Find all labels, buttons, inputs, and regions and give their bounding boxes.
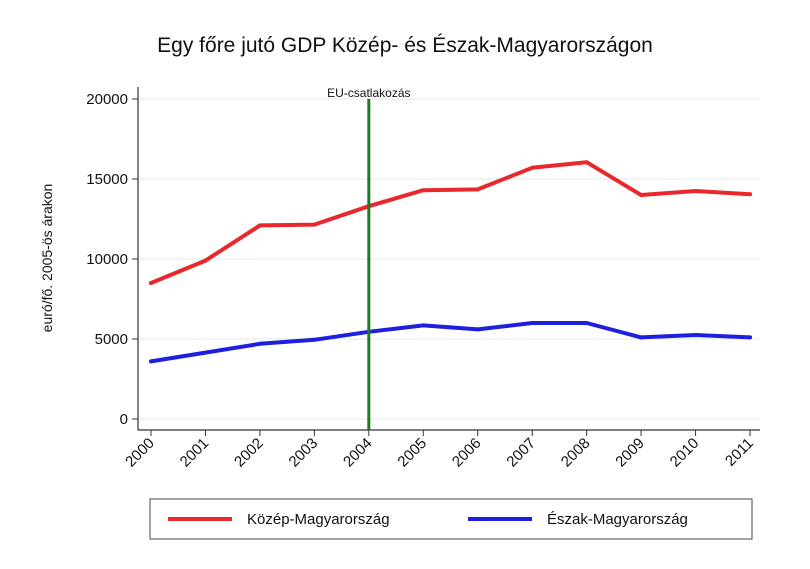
legend-box (149, 498, 753, 540)
y-axis-label: euró/fő. 2005-ös árakon (39, 184, 55, 333)
chart-title: Egy főre jutó GDP Közép- és Észak-Magyar… (157, 34, 653, 57)
series-group (149, 160, 752, 364)
y-tick-label: 10000 (86, 251, 128, 268)
data-point-1 (584, 321, 589, 325)
y-tick-label: 20000 (86, 91, 128, 108)
data-point-0 (203, 258, 208, 263)
data-point-1 (530, 321, 535, 325)
y-tick-label: 5000 (95, 331, 128, 348)
data-point-1 (421, 323, 426, 328)
y-tick-label: 15000 (86, 171, 128, 188)
data-point-1 (312, 337, 317, 342)
eu-accession-label: EU-csatlakozás (327, 86, 410, 100)
data-point-1 (748, 335, 752, 340)
data-point-0 (639, 193, 644, 197)
data-point-0 (693, 189, 698, 193)
data-point-0 (530, 165, 535, 170)
data-point-0 (257, 223, 262, 228)
y-tick-label: 0 (120, 411, 128, 428)
data-point-0 (149, 281, 153, 285)
data-point-0 (421, 188, 426, 193)
data-point-0 (475, 187, 480, 192)
data-point-1 (203, 350, 208, 355)
legend: Közép-Magyarország Észak-Magyarország (149, 498, 753, 540)
data-point-1 (257, 341, 262, 346)
data-point-1 (475, 327, 480, 332)
data-point-1 (149, 359, 153, 364)
y-ticks: 0 5000 10000 15000 20000 (86, 91, 138, 428)
data-point-1 (639, 335, 644, 340)
legend-label-kozep: Közép-Magyarország (247, 511, 390, 528)
series-line-0 (149, 160, 752, 285)
data-point-0 (312, 222, 317, 227)
grid (138, 98, 760, 420)
data-point-1 (693, 333, 698, 337)
series-line-1 (149, 321, 752, 364)
data-point-0 (748, 192, 752, 197)
data-point-0 (584, 160, 589, 165)
legend-label-eszak: Észak-Magyarország (547, 511, 688, 528)
